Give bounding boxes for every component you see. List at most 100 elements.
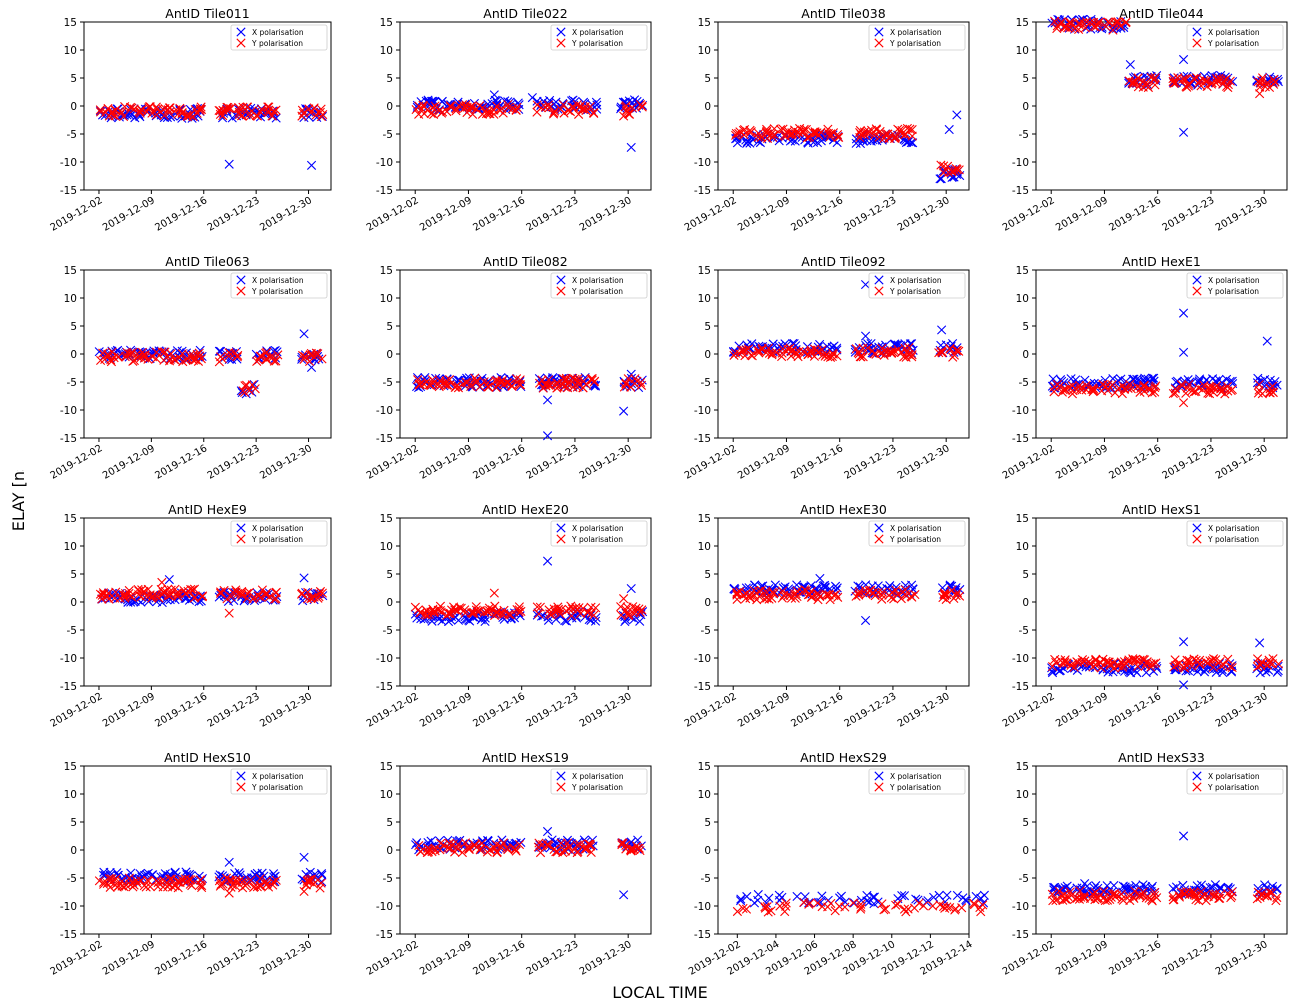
legend-box	[868, 24, 966, 51]
data-point	[245, 108, 255, 118]
data-point	[196, 104, 207, 115]
data-point	[452, 380, 462, 390]
data-point	[760, 902, 770, 912]
subplot-1: AntID Tile022151050-5-10-152019-12-02201…	[365, 6, 652, 234]
data-point	[1195, 659, 1205, 669]
data-point	[189, 584, 200, 594]
x-tick-label: 2019-12-16	[789, 195, 845, 234]
data-point	[479, 377, 489, 387]
outlier-point	[1178, 398, 1189, 408]
legend-y-label: Y polarisation	[1207, 783, 1259, 792]
data-point	[1059, 659, 1069, 669]
data-point	[471, 377, 481, 388]
data-point	[1212, 381, 1222, 391]
subplot-14: AntID HexS29151050-5-10-152019-12-022019…	[687, 750, 989, 978]
x-tick-label: 2019-12-23	[1161, 939, 1217, 978]
data-point	[1140, 661, 1151, 671]
data-point	[813, 347, 823, 358]
data-point	[945, 902, 955, 913]
data-point	[1063, 891, 1073, 902]
data-point	[197, 882, 207, 893]
data-point	[791, 589, 801, 599]
data-point	[616, 602, 626, 612]
data-point	[1093, 20, 1103, 30]
data-point	[242, 102, 252, 112]
data-point	[187, 881, 197, 891]
y-tick-label: 15	[698, 513, 711, 525]
data-point	[443, 609, 454, 619]
data-point	[231, 875, 241, 885]
x-tick-label: 2019-12-30	[896, 443, 952, 482]
subplot-title: AntID HexE1	[1122, 254, 1201, 269]
outlier-point	[1178, 831, 1189, 841]
data-point	[189, 593, 199, 603]
data-point	[869, 130, 879, 141]
data-point	[881, 904, 891, 914]
y-tick-label: 15	[1016, 513, 1029, 525]
data-point	[826, 898, 836, 909]
y-tick-label: 15	[698, 761, 711, 773]
legend-y-label: Y polarisation	[251, 39, 303, 48]
data-point	[306, 594, 316, 604]
data-point	[136, 105, 146, 115]
data-point	[476, 843, 486, 853]
data-point	[893, 899, 903, 909]
data-point	[553, 378, 563, 388]
data-point	[1101, 656, 1111, 666]
data-point	[1268, 387, 1278, 398]
x-tick-label: 2019-12-30	[1214, 939, 1270, 978]
data-point	[1223, 654, 1233, 664]
legend: X polarisation Y polarisation	[1186, 272, 1284, 299]
data-point	[158, 882, 168, 892]
data-point	[957, 903, 967, 913]
data-point	[1147, 881, 1157, 891]
data-point	[244, 386, 254, 396]
data-point	[1091, 655, 1101, 666]
data-point	[777, 586, 788, 596]
data-point	[1139, 386, 1149, 396]
legend-x-label: X polarisation	[890, 524, 942, 533]
data-point	[767, 350, 777, 360]
subplot-title: AntID Tile044	[1119, 6, 1203, 21]
outlier-point	[542, 395, 553, 405]
data-point	[616, 610, 626, 620]
data-point	[1206, 382, 1216, 392]
x-tick-label: 2019-12-09	[736, 195, 792, 234]
data-point	[1215, 883, 1225, 893]
legend-x-label: X polarisation	[252, 524, 304, 533]
y-tick-label: -5	[67, 129, 77, 141]
data-point	[1168, 892, 1178, 902]
data-point	[262, 879, 272, 889]
legend-x-marker	[236, 27, 246, 37]
data-point	[268, 877, 278, 887]
data-point	[218, 588, 228, 598]
y-tick-label: 0	[704, 101, 711, 113]
y-tick-label: 5	[70, 321, 77, 333]
data-point	[1150, 72, 1160, 83]
data-point	[156, 877, 166, 887]
legend-box	[550, 768, 648, 795]
data-point	[907, 592, 917, 602]
x-tick-label: 2019-12-02	[683, 195, 739, 234]
data-point	[141, 591, 151, 601]
data-point	[158, 587, 168, 597]
data-point	[774, 890, 784, 900]
data-point	[1270, 376, 1280, 387]
data-point	[257, 585, 267, 595]
outlier-point	[1080, 879, 1090, 889]
data-point	[108, 110, 118, 120]
y-tick-label: 0	[70, 597, 77, 609]
subplot-title: AntID Tile092	[801, 254, 885, 269]
data-point	[770, 580, 780, 590]
x-tick-label: 2019-12-30	[896, 691, 952, 730]
outlier-point	[860, 615, 871, 626]
outlier-point	[626, 142, 636, 153]
data-point	[815, 592, 825, 602]
data-point	[164, 108, 174, 118]
data-point	[1152, 893, 1162, 903]
y-tick-label: 0	[70, 349, 77, 361]
data-point	[753, 889, 763, 900]
legend-y-marker	[236, 38, 246, 48]
x-tick-label: 2019-12-02	[1001, 443, 1057, 482]
outlier-point	[1262, 336, 1272, 346]
